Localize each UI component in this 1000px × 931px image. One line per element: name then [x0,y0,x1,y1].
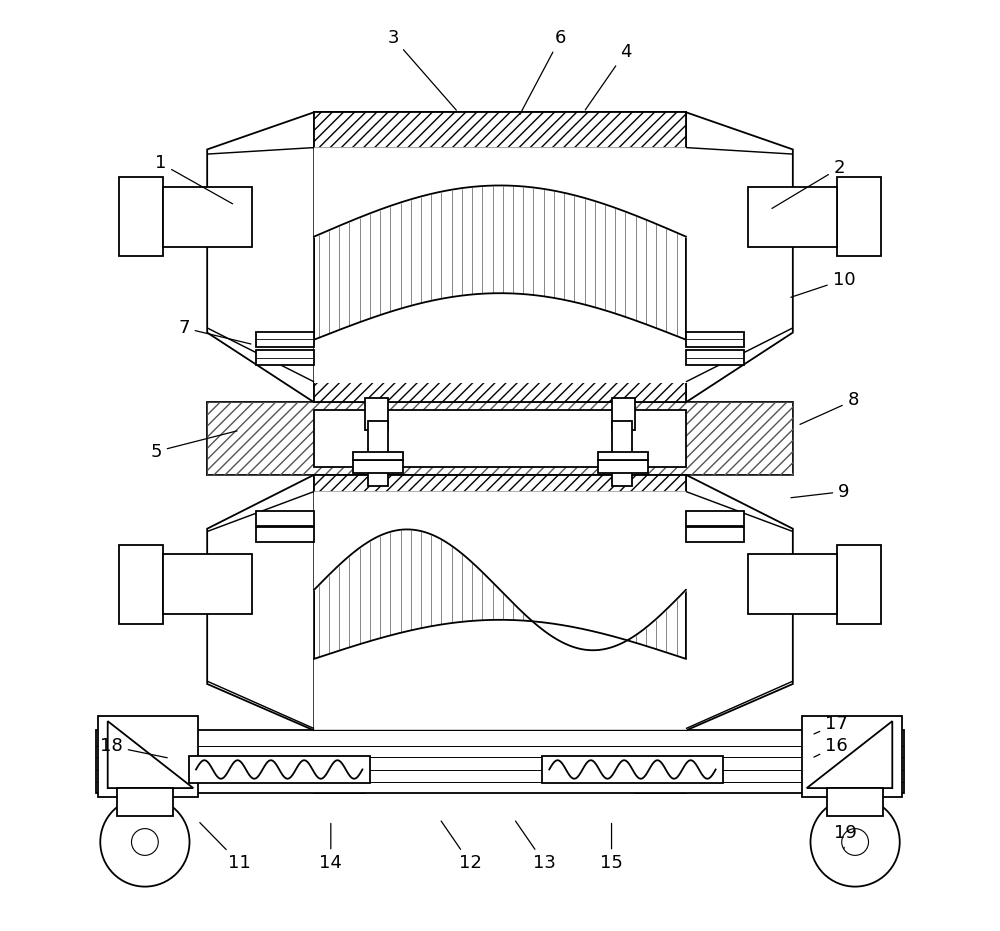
Bar [189,756,370,783]
Bar [256,527,314,542]
Circle shape [100,797,190,886]
Bar [256,350,314,365]
Polygon shape [207,113,314,402]
Bar [365,398,388,430]
Text: 4: 4 [585,43,631,110]
Bar [686,511,744,526]
Bar [353,460,403,473]
Text: 18: 18 [100,737,167,758]
Bar [635,115,686,792]
Text: 9: 9 [791,482,850,501]
Bar [96,731,904,792]
Circle shape [132,829,158,856]
Bar [837,177,881,256]
Bar [612,421,632,486]
Bar [256,331,314,346]
Bar [256,511,314,526]
Bar [686,527,744,542]
Bar [827,788,883,816]
Polygon shape [108,722,193,788]
Bar [612,398,635,430]
Bar [98,717,198,797]
Bar [119,545,163,624]
Bar [542,756,723,783]
Polygon shape [207,475,314,731]
Bar [119,177,163,256]
Text: 11: 11 [200,823,251,872]
Bar [314,113,686,402]
Text: 10: 10 [791,271,855,297]
Bar [314,382,686,402]
Bar [686,350,744,365]
Text: 12: 12 [441,821,482,872]
Text: 2: 2 [772,159,845,209]
Text: 7: 7 [178,319,251,344]
Bar [163,186,252,247]
Bar [802,717,902,797]
Bar [748,186,837,247]
Polygon shape [686,113,793,402]
Bar [314,475,686,492]
Bar [598,460,648,473]
Bar [353,452,403,460]
Text: 19: 19 [834,824,857,848]
Circle shape [810,797,900,886]
Circle shape [842,829,868,856]
Text: 3: 3 [387,29,456,110]
Text: 8: 8 [800,391,859,425]
Bar [837,545,881,624]
Bar [207,402,793,475]
Bar [368,421,388,486]
Bar [314,475,686,731]
Bar [314,410,686,467]
Bar [163,554,252,614]
Bar [686,331,744,346]
Text: 16: 16 [814,737,848,757]
Text: 15: 15 [600,823,623,872]
Bar [598,452,648,460]
Text: 14: 14 [319,823,342,872]
Text: 17: 17 [814,715,848,734]
Bar [207,402,793,475]
Polygon shape [807,722,892,788]
Bar [748,554,837,614]
Bar [314,113,686,148]
Bar [117,788,173,816]
Text: 5: 5 [150,431,237,461]
Text: 13: 13 [516,821,556,872]
Polygon shape [686,475,793,731]
Bar [314,115,365,792]
Text: 1: 1 [155,155,233,204]
Text: 6: 6 [520,29,566,115]
